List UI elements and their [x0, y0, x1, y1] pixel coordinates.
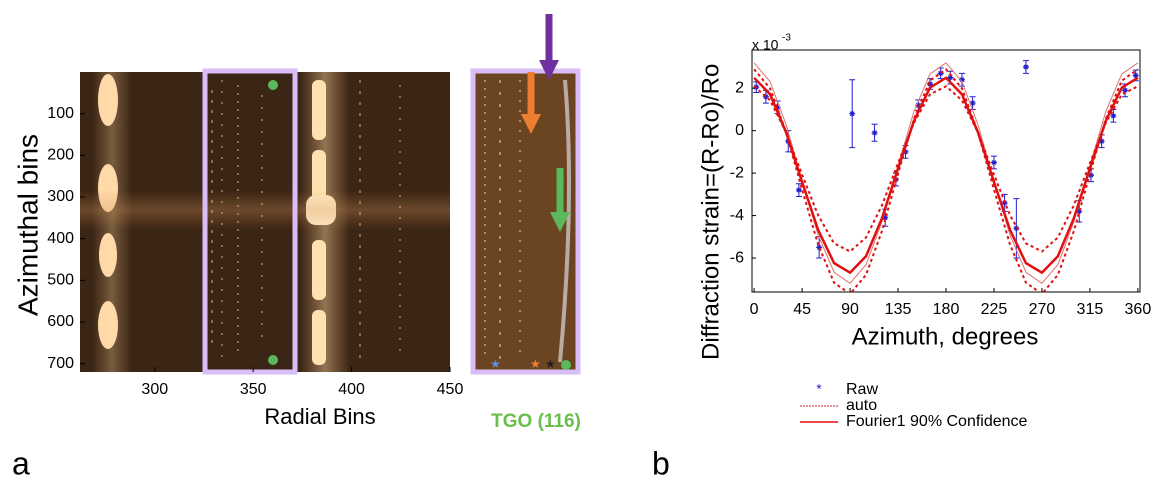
point — [1132, 72, 1139, 79]
point — [762, 93, 769, 100]
legend-label: Raw — [846, 381, 878, 398]
point — [849, 110, 856, 117]
point — [902, 148, 909, 155]
point — [937, 70, 944, 77]
x-tick-label: 400 — [338, 381, 365, 398]
point — [958, 76, 965, 83]
x-tick-label: 315 — [1077, 301, 1104, 318]
y-tick-label: 600 — [47, 313, 74, 330]
fit-line — [753, 76, 1139, 275]
point — [1022, 63, 1029, 70]
x-tick-label: 90 — [841, 301, 859, 318]
line — [753, 62, 1139, 284]
x-tick-label: 225 — [981, 301, 1008, 318]
panel-label: a — [12, 445, 30, 481]
x-tick-label: 0 — [750, 301, 759, 318]
point — [947, 74, 954, 81]
x-tick-label: 45 — [793, 301, 811, 318]
legend-swatch: * — [816, 381, 822, 397]
point — [1098, 138, 1105, 145]
point — [774, 104, 781, 111]
x-tick-label: 350 — [240, 381, 267, 398]
x-tick-label: 300 — [141, 381, 168, 398]
svg-text:★: ★ — [545, 357, 556, 371]
point — [816, 244, 823, 251]
annotation: TGO (116) — [491, 411, 581, 432]
point — [1087, 172, 1094, 179]
y-tick-label: -4 — [730, 207, 744, 224]
y-tick-label: 2 — [735, 79, 744, 96]
point — [927, 80, 934, 87]
point — [882, 214, 889, 221]
y-axis-title: Azimuthal bins — [12, 134, 43, 316]
point — [990, 159, 997, 166]
confidence-bound — [753, 67, 1139, 292]
x-tick-label: 180 — [933, 301, 960, 318]
y-multiplier-exponent: -3 — [782, 33, 791, 44]
y-tick-label: -6 — [730, 249, 744, 266]
panel-label: b — [652, 445, 670, 481]
legend-label: Fourier1 90% Confidence — [846, 413, 1028, 430]
y-tick-label: 200 — [47, 147, 74, 164]
y-tick-label: 0 — [735, 122, 744, 139]
point — [795, 187, 802, 194]
svg-text:★: ★ — [530, 357, 541, 371]
point — [969, 100, 976, 107]
y-multiplier: x 10 — [752, 37, 779, 53]
y-tick-label: 700 — [47, 355, 74, 372]
x-tick-label: 135 — [885, 301, 912, 318]
point — [915, 102, 922, 109]
legend-label: auto — [846, 397, 877, 414]
y-axis-title: Diffraction strain=(R-Ro)/Ro — [697, 64, 724, 360]
diffraction-image: ★ ★ ★ — [80, 14, 581, 375]
y-tick-label: -2 — [730, 164, 744, 181]
plot-frame — [751, 49, 1141, 293]
x-tick-label: 270 — [1029, 301, 1056, 318]
svg-text:★: ★ — [490, 357, 501, 371]
x-axis-title: Radial Bins — [264, 404, 375, 429]
y-tick-label: 500 — [47, 272, 74, 289]
point — [1122, 87, 1129, 94]
point — [1076, 208, 1083, 215]
plot-area — [753, 60, 1139, 292]
x-tick-label: 360 — [1125, 301, 1152, 318]
point — [871, 129, 878, 136]
y-tick-label: 300 — [47, 188, 74, 205]
y-tick-label: 100 — [47, 105, 74, 122]
point — [1110, 112, 1117, 119]
y-tick-label: 400 — [47, 230, 74, 247]
x-tick-label: 450 — [437, 381, 464, 398]
x-axis-title: Azimuth, degrees — [852, 323, 1039, 350]
confidence-bound — [753, 85, 1139, 253]
